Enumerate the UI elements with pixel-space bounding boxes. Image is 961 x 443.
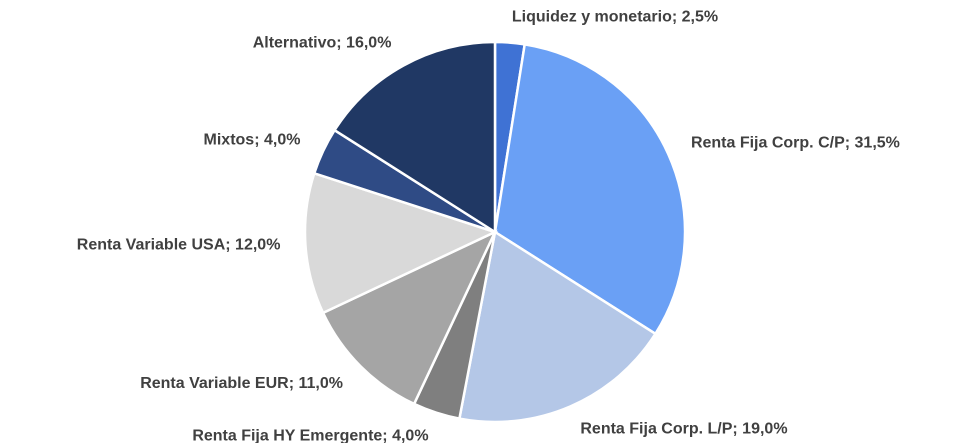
data-label: Alternativo; 16,0% [253, 35, 392, 52]
data-label: Renta Variable EUR; 11,0% [140, 375, 343, 392]
category-name: Renta Variable USA [77, 237, 226, 254]
value-label: 4,0% [392, 428, 428, 443]
category-name: Renta Fija Corp. C/P [691, 135, 845, 152]
data-label: Renta Variable USA; 12,0% [77, 237, 281, 254]
data-label: Mixtos; 4,0% [204, 132, 301, 149]
data-label: Liquidez y monetario; 2,5% [512, 9, 718, 26]
pie-slice [303, 171, 499, 315]
value-label: 11,0% [298, 375, 342, 392]
label-separator: ; [672, 9, 682, 26]
value-label: 31,5% [855, 135, 900, 152]
category-name: Mixtos [204, 132, 255, 149]
label-separator: ; [254, 132, 264, 149]
value-label: 2,5% [682, 9, 718, 26]
category-name: Renta Variable EUR [140, 375, 289, 392]
label-separator: ; [382, 428, 392, 443]
category-name: Renta Fija HY Emergente [192, 428, 382, 443]
data-label: Renta Fija Corp. C/P; 31,5% [691, 135, 900, 152]
label-separator: ; [732, 421, 742, 438]
category-name: Renta Fija Corp. L/P [580, 421, 732, 438]
value-label: 12,0% [235, 237, 280, 254]
pie-slice [457, 229, 658, 424]
category-name: Liquidez y monetario [512, 9, 672, 26]
label-separator: ; [289, 375, 299, 392]
data-label: Renta Fija HY Emergente; 4,0% [192, 428, 428, 443]
pie-slice [332, 40, 497, 235]
label-separator: ; [845, 135, 855, 152]
value-label: 16,0% [346, 35, 391, 52]
pie-slice [321, 229, 498, 406]
value-label: 4,0% [264, 132, 300, 149]
label-separator: ; [336, 35, 346, 52]
data-label: Renta Fija Corp. L/P; 19,0% [580, 421, 787, 438]
label-separator: ; [225, 237, 235, 254]
category-name: Alternativo [253, 35, 337, 52]
value-label: 19,0% [742, 421, 787, 438]
